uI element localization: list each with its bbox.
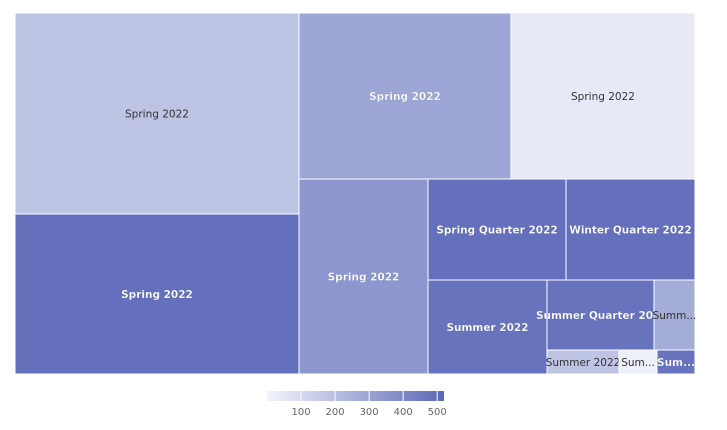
treemap-tile-label: Spring Quarter 2022 [436,225,557,237]
treemap-tile[interactable]: Spring 2022 [510,12,696,180]
treemap-tile-label: Sum... [657,357,695,369]
treemap-tile[interactable]: Spring 2022 [14,12,300,215]
legend-tick-label: 400 [394,407,413,418]
treemap-tile[interactable]: Summer Quarter 20... [536,279,665,351]
treemap-tile[interactable]: Spring Quarter 2022 [427,178,567,281]
treemap-tile[interactable]: Winter Quarter 2022 [565,178,696,281]
treemap-tile-label: Spring 2022 [328,272,400,284]
color-legend: 100 200 300 400 500 [267,391,447,418]
treemap-tile[interactable]: Sum... [656,349,696,375]
treemap-tile-rect[interactable] [427,279,548,375]
treemap-tile-label: Winter Quarter 2022 [569,225,692,237]
treemap-tile-rect[interactable] [618,349,658,375]
treemap-tile-label: Spring 2022 [121,289,193,301]
legend-gradient-bar [267,391,444,401]
treemap-tile-rect[interactable] [653,279,696,351]
treemap-tile-rect[interactable] [14,213,300,375]
treemap-tile-label: Summer Quarter 20... [536,310,665,322]
treemap-tile[interactable]: Spring 2022 [14,213,300,375]
treemap-tile[interactable]: Summ... [653,279,697,351]
legend-tick-label: 200 [326,407,345,418]
treemap-tiles: Spring 2022 Spring 2022 Spring 2022 Spring … [14,12,697,375]
treemap-tile-rect[interactable] [298,12,512,180]
treemap-tile-label: Spring 2022 [125,109,189,121]
treemap-tile[interactable]: Summer 2022 [546,349,621,375]
treemap-tile[interactable]: Summer 2022 [427,279,548,375]
treemap-tile-label: Spring 2022 [369,91,441,103]
treemap-tile-rect[interactable] [14,12,300,215]
treemap-tile-label: Summ... [653,310,697,322]
treemap-tile-rect[interactable] [510,12,696,180]
treemap-tile-label: Sum... [621,357,655,369]
treemap-tile-label: Summer 2022 [446,322,528,334]
legend-tick-label: 300 [360,407,379,418]
treemap-tile-rect[interactable] [298,178,429,375]
treemap-tile-rect[interactable] [656,349,696,375]
treemap-tile-label: Summer 2022 [546,357,621,369]
legend-tick-label: 100 [291,407,310,418]
treemap-tile-label: Spring 2022 [571,91,635,103]
treemap-tile[interactable]: Spring 2022 [298,12,512,180]
treemap-tile[interactable]: Spring 2022 [298,178,429,375]
treemap-tile[interactable]: Sum... [618,349,658,375]
legend-tick-label: 500 [428,407,447,418]
treemap-tile-rect[interactable] [427,178,567,281]
